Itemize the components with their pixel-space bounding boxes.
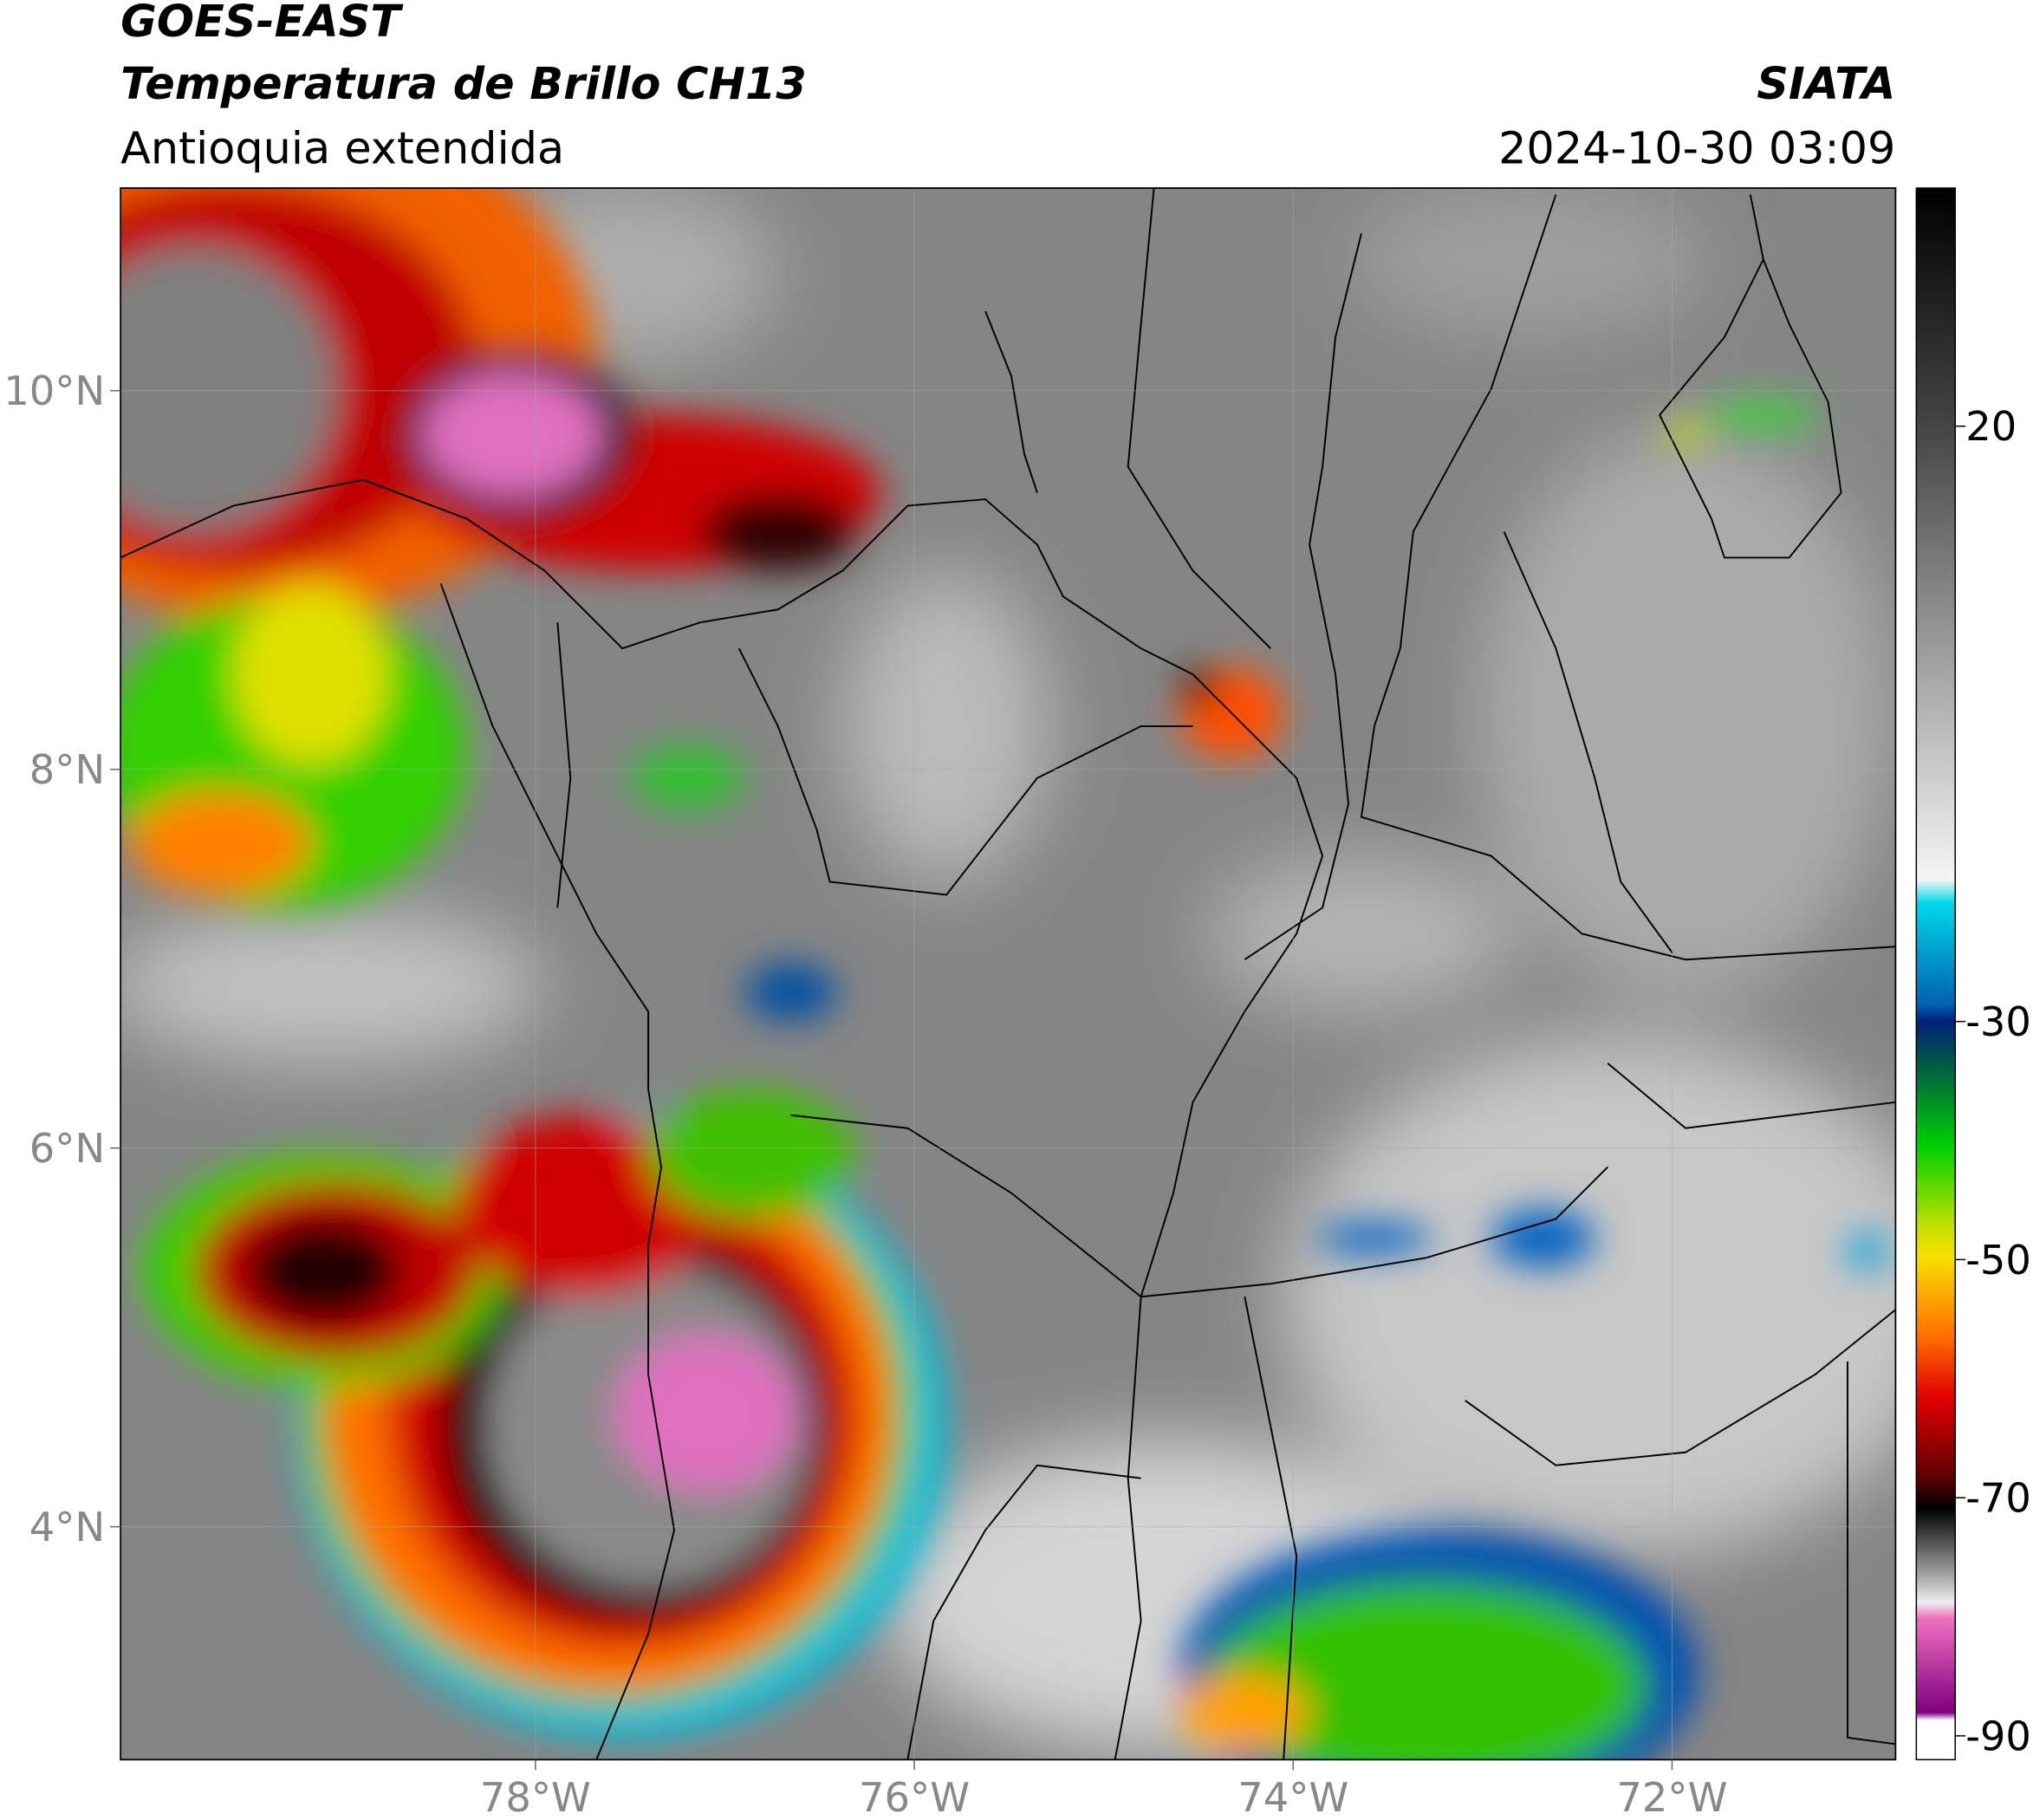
colorbar-tick-label: -30	[1965, 998, 2031, 1045]
region: Antioquia extendida	[120, 123, 564, 174]
header: GOES-EAST Temperatura de Brillo CH13 Ant…	[120, 0, 1895, 174]
x-tick-label: 78°W	[480, 1774, 591, 1820]
colorbar-tick-label: 20	[1965, 403, 2017, 450]
colorbar-tick-label: -90	[1965, 1713, 2031, 1759]
x-tick-label: 76°W	[859, 1774, 970, 1820]
source: SIATA	[1757, 58, 1895, 109]
y-tick-label: 4°N	[29, 1504, 105, 1550]
y-tick-label: 6°N	[29, 1125, 105, 1172]
datetime: 2024-10-30 03:09	[1498, 123, 1895, 174]
subtitle: Temperatura de Brillo CH13	[120, 58, 807, 109]
map-frame	[120, 187, 1897, 1761]
grid	[120, 188, 1896, 1760]
satellite-image	[120, 188, 1896, 1760]
title: GOES-EAST	[120, 0, 404, 47]
colorbar	[1915, 187, 1956, 1761]
colorbar-tick-label: -50	[1965, 1237, 2031, 1284]
x-tick-label: 74°W	[1237, 1774, 1348, 1820]
y-tick-label: 8°N	[29, 746, 105, 793]
colorbar-tick-label: -70	[1965, 1475, 2031, 1522]
x-tick-label: 72°W	[1616, 1774, 1727, 1820]
y-tick-label: 10°N	[3, 367, 105, 414]
ticks: 78°W 76°W 74°W 72°W 10°N 8°N 6°N 4°N 20 -30 -50 -70…	[3, 367, 2031, 1820]
